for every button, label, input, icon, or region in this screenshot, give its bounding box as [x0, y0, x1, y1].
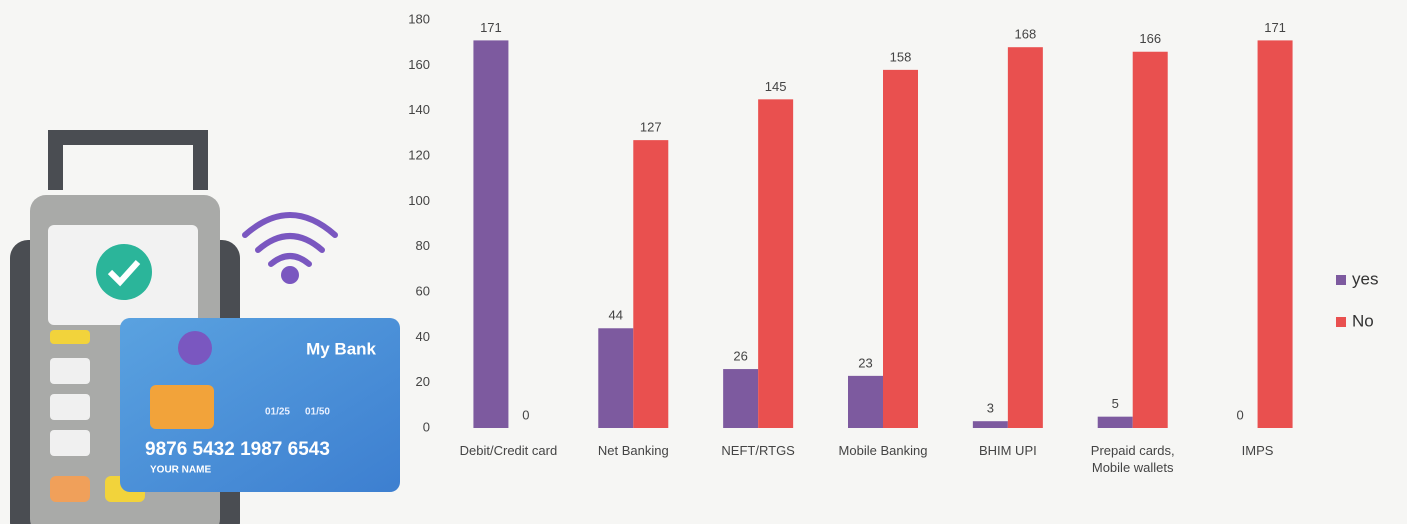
bar [972, 421, 1008, 428]
wifi-icon [242, 212, 338, 284]
data-label: 145 [765, 79, 787, 94]
data-label: 158 [890, 49, 912, 64]
data-label: 26 [733, 349, 747, 364]
data-label: 0 [522, 407, 529, 422]
x-tick-label: BHIM UPI [978, 443, 1037, 458]
data-label: 127 [640, 120, 662, 135]
data-label: 23 [858, 355, 872, 370]
legend-label: No [1352, 311, 1374, 330]
card-date: 01/50 [305, 407, 330, 418]
bar [598, 328, 634, 428]
data-label: 168 [1015, 27, 1037, 42]
data-label: 0 [1236, 407, 1243, 422]
y-tick-label: 140 [408, 102, 430, 117]
card-holder: YOUR NAME [150, 465, 211, 476]
card-number: 9876 5432 1987 6543 [145, 439, 330, 460]
data-label: 171 [1264, 20, 1286, 35]
card-bank: My Bank [306, 339, 376, 358]
data-label: 3 [987, 401, 994, 416]
bar [883, 69, 918, 428]
x-tick-label: Prepaid cards, Mobile wallets [1090, 443, 1175, 475]
bar [1097, 416, 1133, 428]
bar [473, 40, 509, 429]
y-tick-label: 60 [416, 283, 430, 298]
bar [848, 375, 883, 428]
x-tick-label: Debit/Credit card [459, 443, 558, 458]
bar [1132, 51, 1168, 428]
bar [758, 99, 794, 428]
y-tick-label: 0 [423, 419, 430, 434]
y-tick-label: 40 [416, 329, 430, 344]
bar [633, 140, 669, 428]
y-tick-label: 120 [408, 147, 430, 162]
legend-label: yes [1352, 269, 1378, 288]
y-tick-label: 160 [408, 57, 430, 72]
data-label: 44 [609, 308, 623, 323]
x-tick-label: Mobile Banking [838, 443, 928, 458]
bank-card: My Bank 01/25 01/50 9876 5432 1987 6543 … [120, 318, 400, 492]
bar [1257, 40, 1293, 429]
legend-swatch [1336, 317, 1346, 327]
data-label: 166 [1139, 31, 1161, 46]
x-tick-label: IMPS [1241, 443, 1274, 458]
x-tick-label: NEFT/RTGS [721, 443, 795, 458]
y-tick-label: 100 [408, 193, 430, 208]
data-label: 5 [1112, 396, 1119, 411]
legend-swatch [1336, 275, 1346, 285]
bar [723, 369, 759, 428]
y-tick-label: 180 [408, 11, 430, 26]
data-label: 171 [480, 20, 502, 35]
bar [1007, 47, 1043, 428]
y-tick-label: 20 [416, 374, 430, 389]
y-tick-label: 80 [416, 238, 430, 253]
card-date: 01/25 [265, 407, 290, 418]
x-tick-label: Net Banking [597, 443, 669, 458]
